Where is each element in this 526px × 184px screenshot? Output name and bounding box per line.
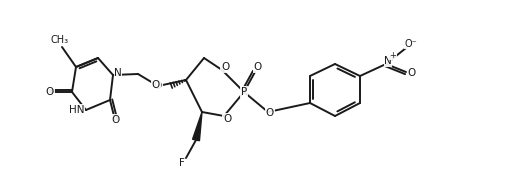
- Text: O⁻: O⁻: [404, 39, 417, 49]
- Text: P: P: [241, 87, 247, 97]
- Text: O: O: [111, 115, 119, 125]
- Text: N: N: [114, 68, 122, 78]
- Text: O: O: [408, 68, 416, 78]
- Text: F: F: [179, 158, 185, 168]
- Text: N: N: [384, 56, 392, 66]
- Polygon shape: [193, 112, 202, 141]
- Text: O: O: [221, 62, 229, 72]
- Text: +: +: [390, 50, 397, 59]
- Text: HN: HN: [68, 105, 84, 115]
- Text: O: O: [266, 108, 274, 118]
- Text: CH₃: CH₃: [51, 35, 69, 45]
- Text: O: O: [223, 114, 231, 124]
- Text: O: O: [154, 81, 162, 91]
- Text: O: O: [152, 80, 160, 90]
- Text: O: O: [46, 87, 54, 97]
- Text: O: O: [254, 62, 262, 72]
